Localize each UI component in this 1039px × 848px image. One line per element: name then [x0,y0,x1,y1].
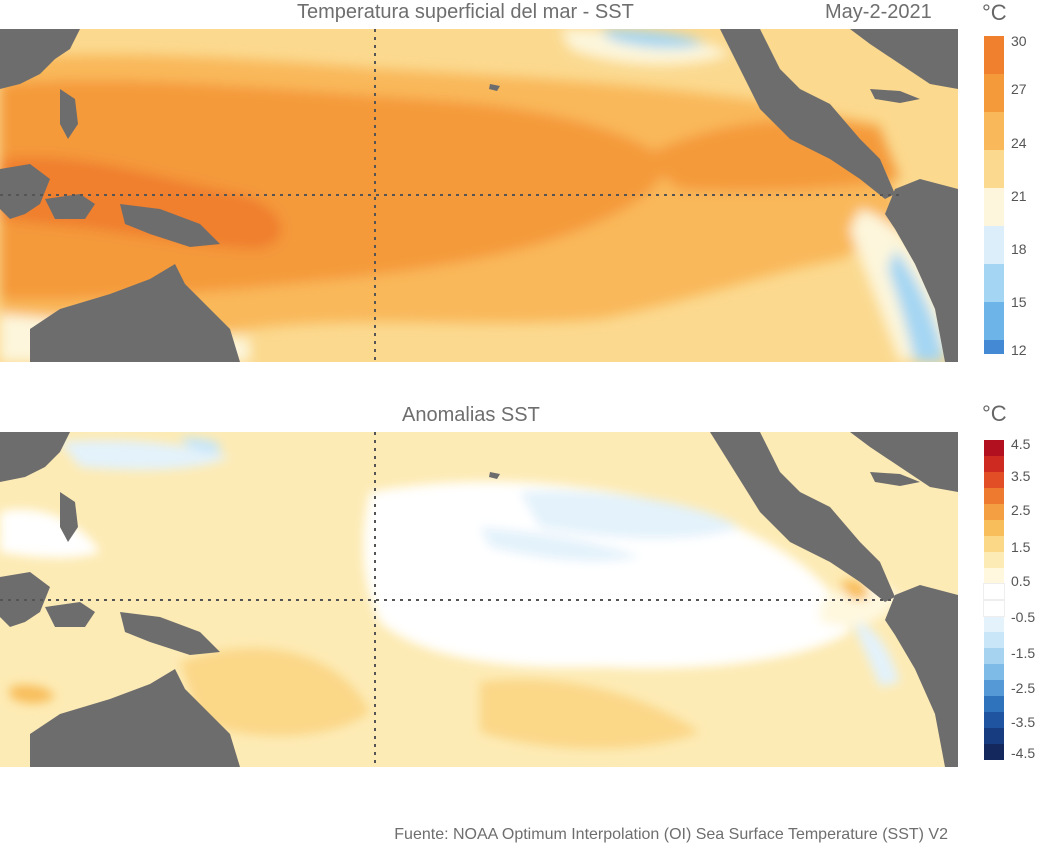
sst-tick-18: 18 [1011,241,1027,257]
sst-title: Temperatura superficial del mar - SST [297,1,634,23]
sst-tick-12: 12 [1011,342,1027,358]
anomaly-tick-neg3.5: -3.5 [1011,714,1036,730]
sst-tick-24: 24 [1011,135,1027,151]
anomaly-tick-neg4.5: -4.5 [1011,745,1036,761]
anomaly-map [0,432,958,767]
sst-tick-27: 27 [1011,81,1027,97]
source-caption: Fuente: NOAA Optimum Interpolation (OI) … [394,826,948,843]
anomaly-unit-label: °C [982,401,1007,426]
anomaly-tick-4.5: 4.5 [1011,436,1031,452]
sst-date: May-2-2021 [825,1,932,23]
anomaly-tick-neg2.5: -2.5 [1011,680,1036,696]
anomaly-tick-3.5: 3.5 [1011,468,1031,484]
sst-unit-label: °C [982,0,1007,25]
anomaly-tick-2.5: 2.5 [1011,502,1031,518]
anomaly-tick-0.5: 0.5 [1011,573,1031,589]
anomaly-tick-neg0.5: -0.5 [1011,609,1036,625]
anomaly-tick-1.5: 1.5 [1011,539,1031,555]
sst-colorbar [984,36,1004,354]
anomaly-title: Anomalias SST [402,404,540,426]
sst-map [0,29,958,362]
sst-tick-30: 30 [1011,33,1027,49]
anomaly-tick-neg1.5: -1.5 [1011,645,1036,661]
sst-tick-21: 21 [1011,188,1027,204]
sst-tick-15: 15 [1011,294,1027,310]
anomaly-colorbar [983,440,1005,760]
